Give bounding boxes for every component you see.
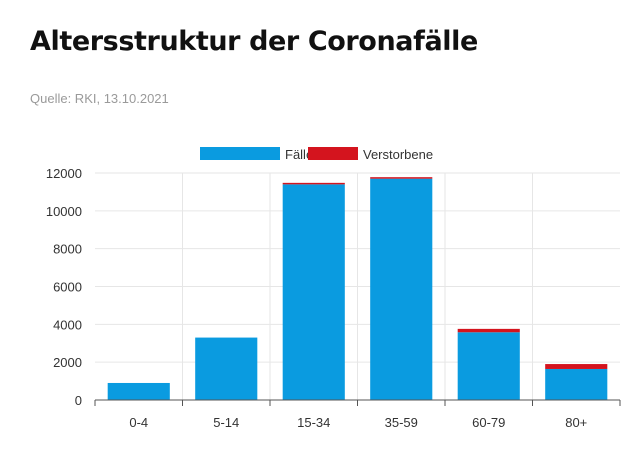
x-tick-label: 80+ (565, 415, 587, 430)
x-tick-label: 5-14 (213, 415, 239, 430)
y-tick-label: 6000 (53, 280, 82, 295)
bar-faelle (107, 382, 170, 400)
bar-verstorbene (457, 328, 520, 333)
legend-swatch-verstorbene (308, 147, 358, 160)
bar-faelle (370, 178, 433, 400)
bar-faelle (195, 337, 258, 400)
grid-layer (95, 172, 620, 400)
legend: Fälle Verstorbene (200, 147, 433, 162)
y-tick-label: 12000 (46, 166, 82, 181)
legend-label-faelle: Fälle (285, 147, 313, 162)
y-tick-label: 0 (75, 393, 82, 408)
axis-layer: 0 2000 4000 6000 8000 10000 12000 0-4 5-14 15-34 3… (46, 166, 621, 430)
bar-faelle (545, 368, 608, 400)
bar-faelle (457, 332, 520, 400)
chart-title: Altersstruktur der Coronafälle (30, 26, 478, 57)
bar-verstorbene (370, 177, 433, 179)
bar-verstorbene (282, 182, 345, 185)
bar-faelle (282, 184, 345, 400)
x-tick-label: 60-79 (472, 415, 505, 430)
y-tick-label: 4000 (53, 317, 82, 332)
x-tick-label: 35-59 (385, 415, 418, 430)
chart-source: Quelle: RKI, 13.10.2021 (30, 91, 169, 106)
x-tick-label: 0-4 (129, 415, 148, 430)
legend-label-verstorbene: Verstorbene (363, 147, 433, 162)
bars-layer (107, 177, 608, 400)
bar-verstorbene (545, 364, 608, 369)
legend-swatch-faelle (200, 147, 280, 160)
y-tick-label: 10000 (46, 204, 82, 219)
y-tick-label: 8000 (53, 242, 82, 257)
x-tick-label: 15-34 (297, 415, 330, 430)
y-tick-label: 2000 (53, 355, 82, 370)
